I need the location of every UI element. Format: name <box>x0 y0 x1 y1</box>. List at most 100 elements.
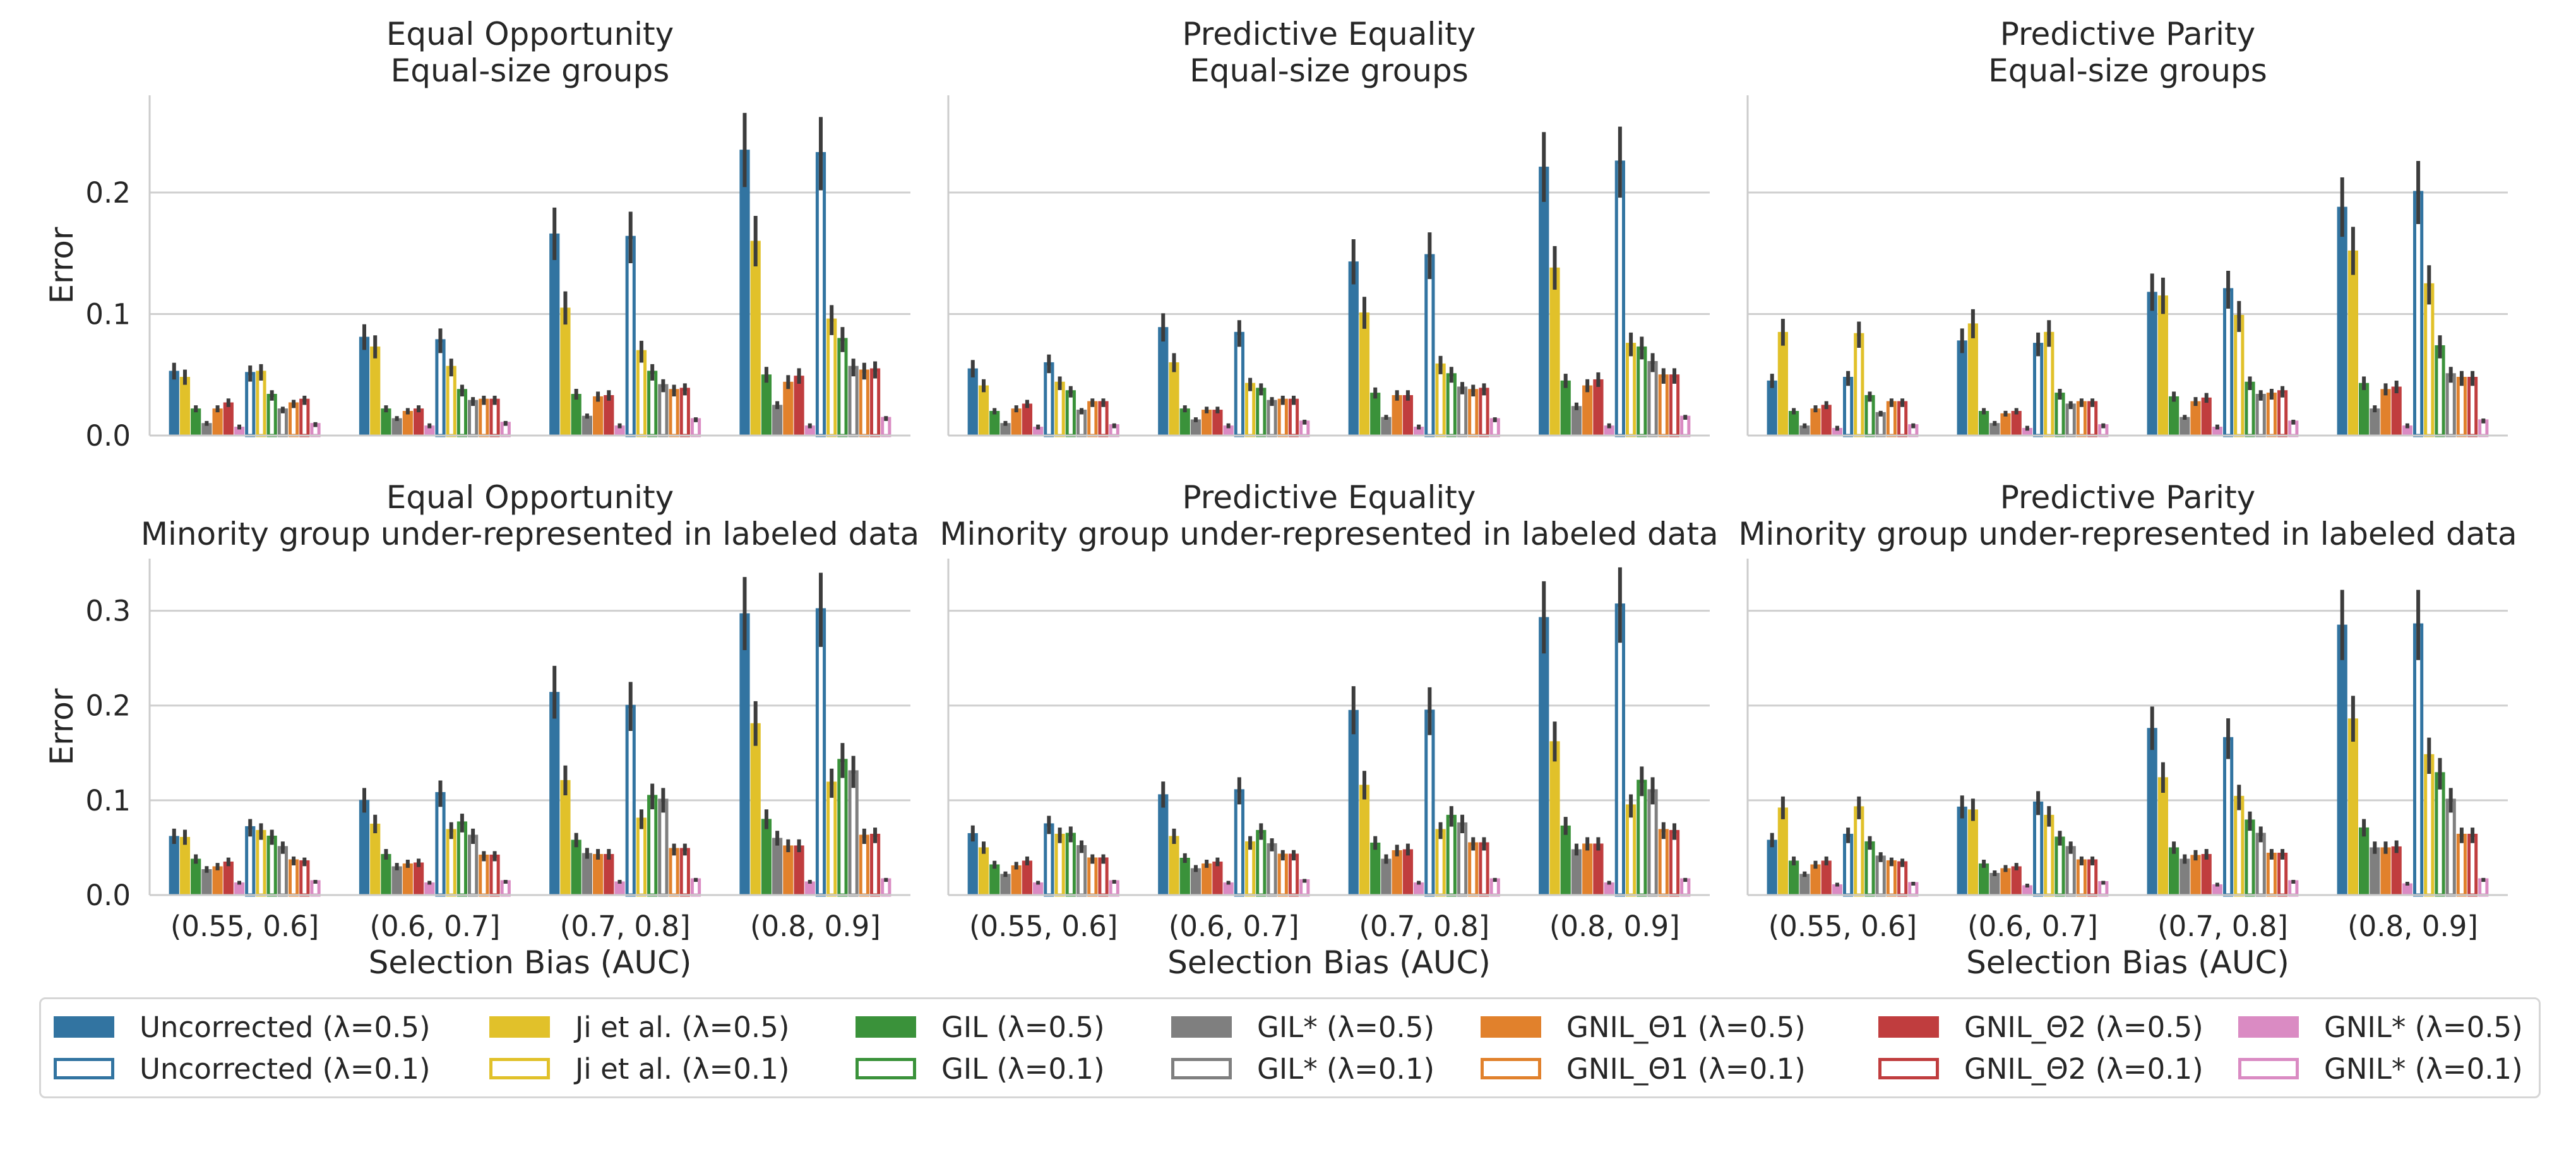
bar <box>658 798 669 897</box>
bar <box>1457 822 1468 897</box>
bar <box>669 848 679 897</box>
bar <box>636 350 647 437</box>
bar <box>1359 312 1370 436</box>
bar <box>1202 863 1212 896</box>
bar <box>1614 603 1625 897</box>
bar <box>794 845 804 896</box>
bar <box>2359 383 2370 436</box>
bar <box>571 840 581 896</box>
bar <box>1539 617 1549 896</box>
bar <box>1967 323 1979 436</box>
bar <box>1560 380 1571 436</box>
bar <box>299 398 310 437</box>
bar <box>1446 373 1457 437</box>
bar <box>1076 845 1087 897</box>
bar <box>1098 857 1109 897</box>
bar <box>1446 814 1457 897</box>
bar <box>967 833 978 896</box>
legend-label: GNIL_Θ2 (λ=0.5) <box>1964 1010 2203 1044</box>
bar <box>1658 374 1669 437</box>
bar <box>446 365 456 437</box>
bar <box>658 384 669 437</box>
bar <box>1054 833 1065 897</box>
x-tick-label: (0.7, 0.8] <box>2157 910 2288 943</box>
bar <box>1539 167 1549 436</box>
panel-subtitle: Minority group under-represented in labe… <box>939 516 1718 552</box>
chart-legend: Uncorrected (λ=0.5) Uncorrected (λ=0.1) Ji… <box>39 997 2541 1098</box>
bar <box>1267 400 1277 437</box>
x-axis-title: Selection Bias (AUC) <box>1167 944 1491 981</box>
bar <box>500 880 511 897</box>
bar <box>456 389 468 437</box>
bar <box>2288 880 2299 897</box>
bar <box>1392 395 1402 436</box>
panel-title: Predictive Parity <box>2000 479 2256 516</box>
legend-item: GNIL_Θ2 (λ=0.1) <box>1878 1050 2203 1088</box>
bar <box>1381 858 1392 896</box>
bar <box>826 318 837 437</box>
bar <box>2190 401 2201 436</box>
bar <box>967 368 978 436</box>
legend-item: GIL* (λ=0.1) <box>1171 1050 1434 1088</box>
bar <box>1614 160 1625 437</box>
bar <box>1402 395 1414 436</box>
bar <box>2190 855 2201 896</box>
bar <box>1821 405 1832 436</box>
bar <box>679 388 690 437</box>
y-tick-label: 0.0 <box>85 419 131 453</box>
bar <box>381 853 391 896</box>
bar <box>2000 413 2011 436</box>
bar <box>2337 206 2347 436</box>
bar <box>848 365 859 437</box>
panel-title: Predictive Equality <box>1183 479 1476 516</box>
panel-1 <box>947 95 1710 437</box>
x-tick-label: (0.55, 0.6] <box>170 910 319 943</box>
bar <box>1402 849 1414 896</box>
bar <box>1370 842 1381 896</box>
bar <box>1647 361 1658 437</box>
bar <box>2347 250 2359 436</box>
bar <box>299 860 310 897</box>
bar <box>1288 398 1299 437</box>
panel-2 <box>1746 95 2508 437</box>
bar <box>794 376 804 436</box>
bar <box>1647 789 1658 897</box>
bar <box>1864 841 1875 897</box>
y-tick-label: 0.3 <box>85 595 131 628</box>
bar <box>2456 833 2467 897</box>
bar <box>1299 879 1310 897</box>
bar <box>1044 823 1054 897</box>
legend-swatch <box>1171 1016 1232 1038</box>
bar <box>256 829 266 897</box>
bar <box>1810 408 1821 436</box>
bar <box>1967 809 1979 896</box>
legend-item: GNIL* (λ=0.1) <box>2238 1050 2523 1088</box>
legend-swatch <box>54 1016 114 1038</box>
bar <box>2467 833 2478 897</box>
bar <box>1571 849 1582 896</box>
bar <box>1158 794 1169 896</box>
bar <box>1234 789 1244 897</box>
bar <box>1680 415 1691 437</box>
bar <box>2234 795 2245 897</box>
bar <box>1435 829 1446 897</box>
panel-title: Predictive Equality <box>1183 16 1476 52</box>
bar <box>2044 331 2054 437</box>
legend-swatch <box>489 1016 550 1038</box>
legend-label: Ji et al. (λ=0.1) <box>575 1052 790 1086</box>
bar <box>1767 380 1777 436</box>
bar <box>256 371 266 437</box>
bar <box>1854 333 1864 437</box>
panel-subtitle: Minority group under-represented in labe… <box>141 516 919 552</box>
legend-swatch <box>1878 1016 1939 1038</box>
bar <box>560 307 571 436</box>
bar <box>1202 410 1212 436</box>
x-tick-label: (0.55, 0.6] <box>1768 910 1917 943</box>
bar <box>1789 411 1799 436</box>
legend-item: GNIL_Θ1 (λ=0.5) <box>1481 1008 1806 1046</box>
legend-label: GNIL_Θ1 (λ=0.1) <box>1566 1052 1806 1086</box>
bar <box>1979 411 1989 436</box>
bar <box>1680 878 1691 897</box>
bar <box>277 408 288 437</box>
bar <box>669 389 679 437</box>
